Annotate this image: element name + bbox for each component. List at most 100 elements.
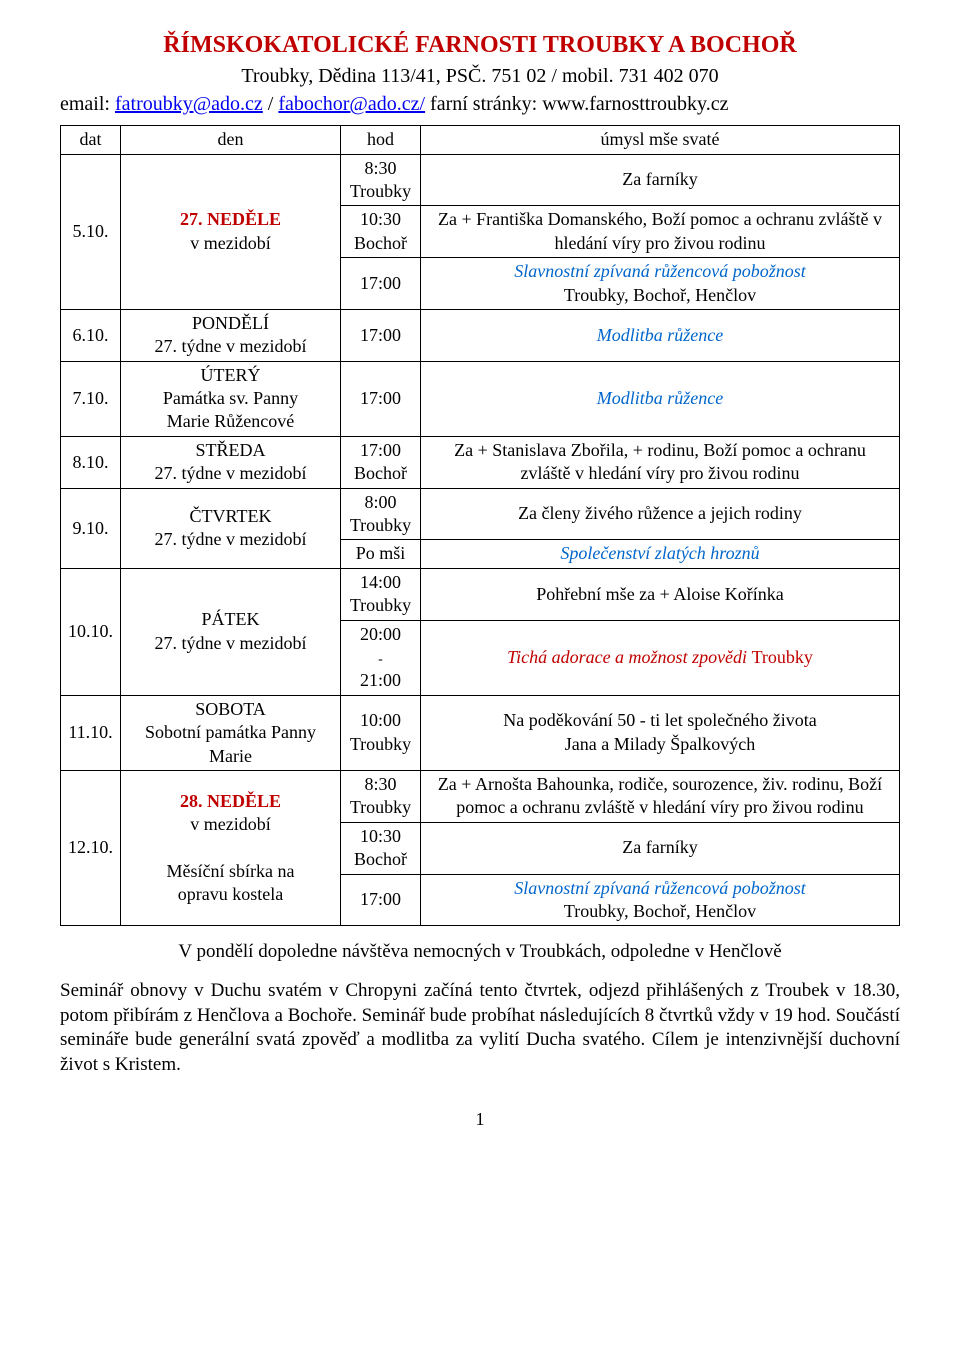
day-name: PONDĚLÍ xyxy=(192,313,269,333)
day-sub: 27. týdne v mezidobí xyxy=(155,336,307,356)
day-sub: Památka sv. Panny xyxy=(163,388,298,408)
intent-italic: Slavnostní zpívaná růžencová pobožnost xyxy=(514,261,805,281)
intent-cell: Za + Arnošta Bahounka, rodiče, sourozenc… xyxy=(421,770,900,822)
day-cell: 28. NEDĚLE v mezidobí Měsíční sbírka na … xyxy=(121,770,341,925)
email-link-1[interactable]: fatroubky@ado.cz xyxy=(115,93,263,115)
day-sub: v mezidobí xyxy=(190,233,270,253)
intent-cell: Společenství zlatých hroznů xyxy=(421,540,900,568)
place: Bochoř xyxy=(354,849,407,869)
page-title: ŘÍMSKOKATOLICKÉ FARNOSTI TROUBKY A BOCHO… xyxy=(60,30,900,61)
date-cell: 9.10. xyxy=(61,488,121,568)
time: 10:30 xyxy=(360,826,401,846)
table-row: 5.10. 27. NEDĚLE v mezidobí 8:30 Troubky… xyxy=(61,154,900,206)
header-contact: email: fatroubky@ado.cz / fabochor@ado.c… xyxy=(60,91,900,117)
intent-line2: Jana a Milady Špalkových xyxy=(565,734,755,754)
day-sub: 27. týdne v mezidobí xyxy=(155,633,307,653)
intent-cell: Za členy živého růžence a jejich rodiny xyxy=(421,488,900,540)
col-intent: úmysl mše svaté xyxy=(421,126,900,154)
day-name: SOBOTA xyxy=(195,699,266,719)
email-label: email: xyxy=(60,93,115,115)
intent-place: Troubky xyxy=(752,647,813,667)
intent-sub: Troubky, Bochoř, Henčlov xyxy=(564,901,756,921)
intent-italic: Slavnostní zpívaná růžencová pobožnost xyxy=(514,878,805,898)
day-cell: SOBOTA Sobotní památka Panny Marie xyxy=(121,695,341,770)
time: 10:00 xyxy=(360,710,401,730)
col-hod: hod xyxy=(341,126,421,154)
intent-italic: Modlitba růžence xyxy=(597,388,723,408)
intent-cell: Slavnostní zpívaná růžencová pobožnost T… xyxy=(421,874,900,926)
time-cell: 8:30 Troubky xyxy=(341,770,421,822)
place: Troubky xyxy=(350,595,411,615)
time: 8:30 xyxy=(364,158,396,178)
day-sub2: Marie Růžencové xyxy=(167,411,294,431)
header-address: Troubky, Dědina 113/41, PSČ. 751 02 / mo… xyxy=(60,63,900,89)
day-note1: Měsíční sbírka na xyxy=(167,861,295,881)
day-cell: PONDĚLÍ 27. týdne v mezidobí xyxy=(121,309,341,361)
day-cell: STŘEDA 27. týdne v mezidobí xyxy=(121,436,341,488)
day-name: 28. NEDĚLE xyxy=(180,791,281,811)
time-cell: 17:00 xyxy=(341,361,421,436)
place: Bochoř xyxy=(354,463,407,483)
time-cell: 17:00 xyxy=(341,258,421,310)
intent-cell: Za + Františka Domanského, Boží pomoc a … xyxy=(421,206,900,258)
time-cell: 8:30 Troubky xyxy=(341,154,421,206)
day-cell: 27. NEDĚLE v mezidobí xyxy=(121,154,341,309)
place: Troubky xyxy=(350,515,411,535)
table-row: 9.10. ČTVRTEK 27. týdne v mezidobí 8:00 … xyxy=(61,488,900,540)
date-cell: 5.10. xyxy=(61,154,121,309)
intent-cell: Za + Stanislava Zbořila, + rodinu, Boží … xyxy=(421,436,900,488)
table-row: 10.10. PÁTEK 27. týdne v mezidobí 14:00 … xyxy=(61,568,900,620)
intent-italic: Tichá adorace a možnost zpovědi xyxy=(507,647,752,667)
intent-cell: Slavnostní zpívaná růžencová pobožnost T… xyxy=(421,258,900,310)
time-cell: 10:00 Troubky xyxy=(341,695,421,770)
website-text: farní stránky: www.farnosttroubky.cz xyxy=(425,93,728,115)
time-cell: 17:00 Bochoř xyxy=(341,436,421,488)
day-cell: ČTVRTEK 27. týdne v mezidobí xyxy=(121,488,341,568)
date-cell: 11.10. xyxy=(61,695,121,770)
day-name: STŘEDA xyxy=(195,440,265,460)
table-row: 6.10. PONDĚLÍ 27. týdne v mezidobí 17:00… xyxy=(61,309,900,361)
intent-cell: Na poděkování 50 - ti let společného živ… xyxy=(421,695,900,770)
date-cell: 12.10. xyxy=(61,770,121,925)
day-sub: Sobotní památka Panny xyxy=(145,722,316,742)
time-cell: 20:00 - 21:00 xyxy=(341,620,421,695)
time-cell: Po mši xyxy=(341,540,421,568)
schedule-table: dat den hod úmysl mše svaté 5.10. 27. NE… xyxy=(60,125,900,926)
col-den: den xyxy=(121,126,341,154)
day-name: PÁTEK xyxy=(202,609,260,629)
day-sub: 27. týdne v mezidobí xyxy=(155,463,307,483)
table-row: 7.10. ÚTERÝ Památka sv. Panny Marie Růže… xyxy=(61,361,900,436)
day-cell: PÁTEK 27. týdne v mezidobí xyxy=(121,568,341,695)
date-cell: 6.10. xyxy=(61,309,121,361)
time-cell: 10:30 Bochoř xyxy=(341,822,421,874)
place: Troubky xyxy=(350,734,411,754)
day-name: 27. NEDĚLE xyxy=(180,209,281,229)
time-cell: 17:00 xyxy=(341,309,421,361)
time: 10:30 xyxy=(360,209,401,229)
time-cell: 10:30 Bochoř xyxy=(341,206,421,258)
day-name: ČTVRTEK xyxy=(190,506,272,526)
date-cell: 10.10. xyxy=(61,568,121,695)
paragraph-2: Seminář obnovy v Duchu svatém v Chropyni… xyxy=(60,979,900,1078)
table-header-row: dat den hod úmysl mše svaté xyxy=(61,126,900,154)
time: 17:00 xyxy=(360,440,401,460)
intent-cell: Modlitba růžence xyxy=(421,361,900,436)
time: 8:30 xyxy=(364,774,396,794)
col-dat: dat xyxy=(61,126,121,154)
time: 14:00 xyxy=(360,572,401,592)
intent-cell: Pohřební mše za + Aloise Kořínka xyxy=(421,568,900,620)
day-sub2: Marie xyxy=(209,746,252,766)
day-name: ÚTERÝ xyxy=(201,365,261,385)
place: Bochoř xyxy=(354,233,407,253)
intent-cell: Tichá adorace a možnost zpovědi Troubky xyxy=(421,620,900,695)
place: Troubky xyxy=(350,181,411,201)
time-end: 21:00 xyxy=(360,670,401,690)
time-start: 20:00 xyxy=(360,624,401,644)
page-number: 1 xyxy=(60,1108,900,1131)
day-sub: v mezidobí xyxy=(190,814,270,834)
email-link-2[interactable]: fabochor@ado.cz/ xyxy=(278,93,425,115)
time-cell: 8:00 Troubky xyxy=(341,488,421,540)
time-dash: - xyxy=(378,652,383,667)
intent-line1: Na poděkování 50 - ti let společného živ… xyxy=(503,710,816,730)
intent-cell: Za farníky xyxy=(421,154,900,206)
